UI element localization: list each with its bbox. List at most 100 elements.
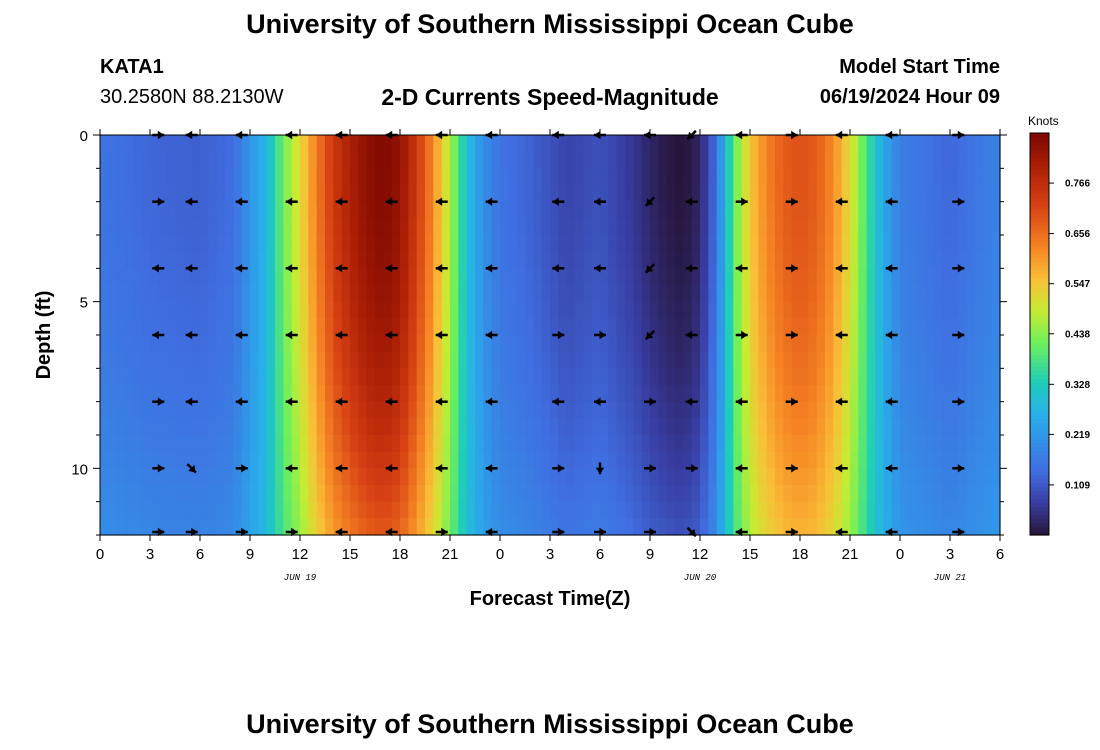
heatmap-cell xyxy=(666,501,676,519)
heatmap-cell xyxy=(575,135,584,153)
heatmap-cell xyxy=(191,418,201,436)
heatmap-cell xyxy=(150,268,159,286)
heatmap-cell xyxy=(625,401,634,419)
heatmap-cell xyxy=(600,318,609,336)
heatmap-cell xyxy=(508,401,518,419)
x-tick-label: 0 xyxy=(496,546,504,563)
heatmap-cell xyxy=(800,401,809,419)
heatmap-cell xyxy=(666,301,676,319)
heatmap-cell xyxy=(933,368,943,386)
heatmap-cell xyxy=(525,168,534,186)
heatmap-cell xyxy=(516,501,526,519)
heatmap-cell xyxy=(458,335,468,353)
heatmap-cell xyxy=(966,268,976,286)
heatmap-cell xyxy=(775,251,784,269)
heatmap-cell xyxy=(191,351,201,369)
heatmap-cell xyxy=(358,268,368,286)
heatmap-cell xyxy=(600,435,609,453)
heatmap-cell xyxy=(983,285,993,303)
heatmap-cell xyxy=(375,151,384,169)
heatmap-cell xyxy=(916,468,926,486)
heatmap-cell xyxy=(283,351,293,369)
heatmap-cell xyxy=(341,501,351,519)
heatmap-cell xyxy=(166,468,176,486)
heatmap-cell xyxy=(775,368,784,386)
heatmap-cell xyxy=(116,185,126,203)
heatmap-cell xyxy=(375,401,384,419)
heatmap-cell xyxy=(850,351,859,369)
current-vector-arrow xyxy=(644,196,656,207)
heatmap-cell xyxy=(450,268,459,286)
heatmap-cell xyxy=(833,485,843,503)
heatmap-cell xyxy=(200,501,209,519)
heatmap-cell xyxy=(850,301,859,319)
heatmap-cell xyxy=(666,218,676,236)
heatmap-cell xyxy=(116,435,126,453)
heatmap-cell xyxy=(408,468,418,486)
heatmap-cell xyxy=(750,435,759,453)
heatmap-cell xyxy=(300,368,309,386)
heatmap-cell xyxy=(991,285,1001,303)
heatmap-cell xyxy=(216,518,226,536)
heatmap-cell xyxy=(950,418,959,436)
heatmap-cell xyxy=(858,351,868,369)
heatmap-cell xyxy=(758,368,768,386)
heatmap-cell xyxy=(675,335,684,353)
current-vector-arrow xyxy=(152,130,165,140)
heatmap-cell xyxy=(525,285,534,303)
heatmap-cell xyxy=(808,518,818,536)
heatmap-cell xyxy=(666,451,676,469)
heatmap-cell xyxy=(341,318,351,336)
heatmap-cell xyxy=(691,351,701,369)
heatmap-cell xyxy=(566,501,576,519)
heatmap-cell xyxy=(858,485,868,503)
heatmap-cell xyxy=(566,351,576,369)
heatmap-cell xyxy=(825,151,834,169)
heatmap-cell xyxy=(975,168,984,186)
heatmap-cell xyxy=(816,218,826,236)
heatmap-cell xyxy=(758,501,768,519)
heatmap-cell xyxy=(141,501,151,519)
heatmap-cell xyxy=(800,285,809,303)
heatmap-cell xyxy=(466,135,476,153)
heatmap-cell xyxy=(250,285,259,303)
heatmap-cell xyxy=(883,451,893,469)
heatmap-cell xyxy=(691,468,701,486)
heatmap-cell xyxy=(875,335,884,353)
heatmap-cell xyxy=(275,368,284,386)
heatmap-cell xyxy=(366,168,376,186)
heatmap-cell xyxy=(816,368,826,386)
heatmap-cell xyxy=(116,485,126,503)
heatmap-cell xyxy=(775,335,784,353)
heatmap-cell xyxy=(825,368,834,386)
heatmap-cell xyxy=(500,401,509,419)
heatmap-cell xyxy=(900,501,909,519)
heatmap-cell xyxy=(675,351,684,369)
heatmap-cell xyxy=(150,285,159,303)
colorbar-swatch xyxy=(1030,305,1049,311)
heatmap-cell xyxy=(275,218,284,236)
heatmap-cell xyxy=(766,518,776,536)
heatmap-cell xyxy=(316,518,326,536)
heatmap-cell xyxy=(433,135,443,153)
heatmap-cell xyxy=(783,485,793,503)
heatmap-cell xyxy=(591,268,601,286)
heatmap-cell xyxy=(266,385,276,403)
heatmap-cell xyxy=(825,301,834,319)
heatmap-cell xyxy=(858,268,868,286)
heatmap-cell xyxy=(950,485,959,503)
heatmap-cell xyxy=(916,435,926,453)
heatmap-cell xyxy=(991,201,1001,219)
heatmap-cell xyxy=(166,201,176,219)
heatmap-cell xyxy=(783,301,793,319)
heatmap-cell xyxy=(733,518,743,536)
heatmap-cell xyxy=(958,268,968,286)
heatmap-cell xyxy=(466,401,476,419)
heatmap-cell xyxy=(108,368,118,386)
heatmap-cell xyxy=(108,418,118,436)
heatmap-cell xyxy=(125,301,134,319)
heatmap-cell xyxy=(616,201,626,219)
colorbar-swatch xyxy=(1030,462,1049,468)
heatmap-cell xyxy=(816,285,826,303)
heatmap-cell xyxy=(325,518,334,536)
